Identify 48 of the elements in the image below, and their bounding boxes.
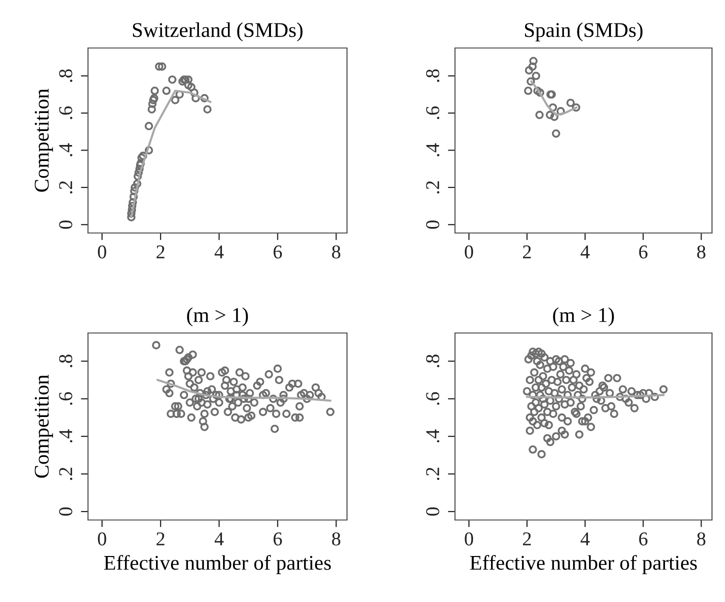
x-tick-label: 0: [98, 532, 106, 546]
y-tick-label: .6: [426, 106, 440, 120]
y-axis-title: Competition: [34, 374, 54, 478]
x-axis-title: Effective number of parties: [104, 554, 331, 574]
x-axis-title: Effective number of parties: [470, 554, 697, 574]
chart-title: (m > 1): [187, 307, 248, 326]
x-tick-label: 2: [156, 245, 164, 258]
y-tick-label: .4: [59, 429, 72, 442]
y-tick-label: .6: [426, 392, 440, 405]
y-tick-label: 0: [426, 507, 440, 516]
x-tick-label: 6: [274, 532, 282, 546]
x-tick-label: 2: [156, 532, 164, 546]
x-tick-label: 4: [580, 246, 590, 258]
y-tick-label: .2: [426, 468, 440, 480]
x-tick-label: 2: [523, 532, 531, 546]
y-tick-label: .2: [426, 181, 440, 194]
y-axis-title: Competition: [34, 88, 54, 192]
chart-title: (m > 1): [553, 307, 614, 326]
x-tick-label: 0: [464, 245, 474, 258]
x-tick-label: 4: [214, 246, 224, 258]
y-tick-label: .8: [59, 69, 72, 82]
chart-title: Switzerland (SMDs): [132, 22, 303, 42]
y-tick-label: .8: [426, 354, 440, 368]
y-tick-label: .2: [59, 468, 72, 480]
y-tick-label: .8: [59, 354, 72, 368]
x-tick-label: 6: [639, 245, 648, 258]
y-tick-label: .4: [59, 143, 72, 156]
y-tick-label: .6: [59, 392, 72, 405]
x-tick-label: 2: [523, 245, 531, 258]
y-tick-label: .4: [426, 429, 440, 442]
x-tick-label: 6: [639, 532, 648, 546]
x-tick-label: 4: [580, 532, 590, 546]
x-tick-label: 8: [332, 532, 340, 546]
x-tick-label: 4: [214, 532, 224, 546]
y-tick-label: 0: [59, 220, 72, 229]
y-tick-label: .8: [426, 69, 440, 82]
y-tick-label: .4: [426, 143, 440, 156]
chart-title: Spain (SMDs): [524, 22, 642, 42]
y-tick-label: 0: [59, 507, 72, 516]
y-tick-label: .2: [59, 181, 72, 194]
x-tick-label: 8: [332, 245, 340, 258]
x-tick-label: 0: [98, 245, 106, 258]
x-tick-label: 8: [697, 245, 706, 258]
x-tick-label: 8: [697, 532, 706, 546]
x-tick-label: 6: [274, 245, 282, 258]
x-tick-label: 0: [464, 532, 474, 546]
y-tick-label: 0: [426, 220, 440, 229]
y-tick-label: .6: [59, 106, 72, 120]
